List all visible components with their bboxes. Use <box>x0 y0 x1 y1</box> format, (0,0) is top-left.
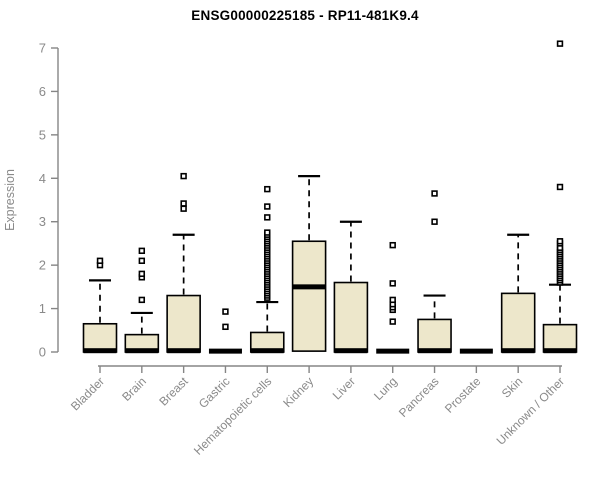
boxplot-prostate <box>459 348 493 354</box>
outlier-point <box>556 40 564 47</box>
box-rect <box>333 281 369 353</box>
boxplot-breast <box>166 172 201 354</box>
outlier-point <box>96 257 104 264</box>
outlier-point <box>264 214 271 221</box>
median-line <box>250 348 284 354</box>
y-tick-label: 1 <box>39 301 46 316</box>
outlier-point <box>138 257 146 264</box>
y-axis: 0 1 2 3 4 5 6 7 Expression <box>3 41 59 360</box>
y-tick-label: 0 <box>39 345 46 360</box>
x-tick-label: Bladder <box>68 374 107 413</box>
outlier-point <box>180 205 187 212</box>
boxplot-unknown-other <box>542 40 578 354</box>
x-tick-label: Brain <box>119 374 149 404</box>
median-line <box>334 348 368 354</box>
box-rect <box>166 294 201 353</box>
boxplot-pancreas <box>417 190 452 354</box>
outlier-point <box>222 323 229 331</box>
outlier-point <box>389 318 396 325</box>
boxplot-hematopoietic-cells <box>249 185 285 354</box>
box-rect <box>500 292 536 353</box>
median-line <box>418 348 452 354</box>
y-tick-label: 3 <box>39 214 46 229</box>
median-line <box>543 348 577 354</box>
outlier-point <box>431 218 438 225</box>
x-tick-label: Liver <box>330 374 358 402</box>
x-tick-label: Prostate <box>442 374 484 416</box>
chart-title: ENSG00000225185 - RP11-481K9.4 <box>191 8 419 23</box>
outlier-point <box>556 183 564 191</box>
boxplot-bladder <box>82 257 118 354</box>
y-tick-label: 6 <box>39 84 46 99</box>
outlier-point <box>431 190 438 197</box>
box-rect <box>542 323 578 353</box>
median-line <box>501 348 535 354</box>
median-line <box>125 348 159 354</box>
outlier-point <box>389 296 396 304</box>
outlier-point <box>264 229 271 236</box>
outlier-point <box>264 185 271 193</box>
boxplot-lung <box>376 241 410 354</box>
y-tick-label: 2 <box>39 258 46 273</box>
outlier-point <box>389 280 396 287</box>
y-tick-label: 5 <box>39 127 46 142</box>
median-line <box>376 348 410 354</box>
outlier-point <box>180 200 187 207</box>
y-axis-title: Expression <box>3 169 17 231</box>
median-line <box>292 284 326 290</box>
outlier-point <box>556 238 564 245</box>
outlier-point <box>180 172 187 180</box>
box-rect <box>291 240 327 352</box>
x-tick-label: Skin <box>499 374 525 400</box>
boxplot-kidney <box>291 175 327 352</box>
outlier-point <box>389 241 396 249</box>
x-tick-label: Hematopoietic cells <box>191 374 274 457</box>
box-rect <box>417 318 452 353</box>
median-line <box>208 348 242 354</box>
x-tick-label: Gastric <box>196 374 233 411</box>
outlier-point <box>222 308 229 315</box>
boxplot-brain <box>124 247 160 354</box>
box-rect <box>82 322 118 353</box>
x-tick-label: Breast <box>156 374 191 409</box>
x-tick-label: Pancreas <box>396 374 442 420</box>
y-tick-label: 7 <box>39 41 46 56</box>
boxplot-liver <box>333 220 369 354</box>
median-line <box>459 348 493 354</box>
outlier-point <box>138 247 146 255</box>
x-tick-label: Kidney <box>280 374 316 410</box>
y-tick-label: 4 <box>39 171 46 186</box>
outlier-point <box>138 296 146 304</box>
boxplot-skin <box>500 233 536 354</box>
x-tick-label: Lung <box>371 374 400 403</box>
boxplot-gastric <box>208 308 242 354</box>
median-line <box>83 348 117 354</box>
outlier-point <box>264 203 271 210</box>
median-line <box>167 348 201 354</box>
outlier-point <box>138 270 146 278</box>
